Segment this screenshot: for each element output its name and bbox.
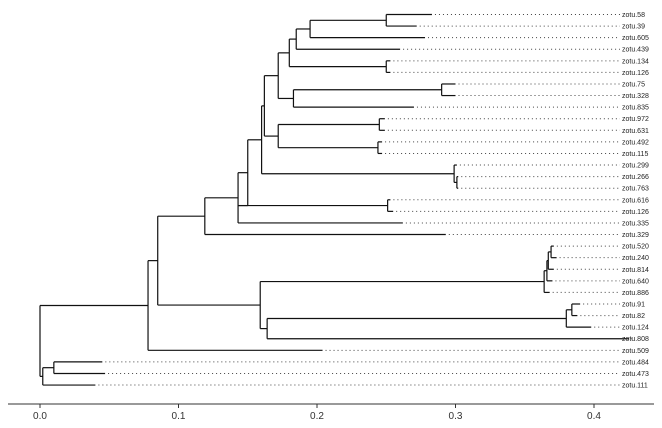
- tip-label: zotu.616: [622, 197, 649, 204]
- tip-label: zotu.134: [622, 58, 649, 65]
- tip-label: zotu.91: [622, 302, 645, 309]
- tip-label: zotu.509: [622, 348, 649, 355]
- tip-label: zotu.75: [622, 81, 645, 88]
- tip-label: zotu.58: [622, 12, 645, 19]
- tip-label: zotu.328: [622, 93, 649, 100]
- tip-label: zotu.240: [622, 255, 649, 262]
- x-tick-label: 0.2: [310, 411, 324, 422]
- x-tick-label: 0.3: [449, 411, 463, 422]
- x-tick-label: 0.0: [33, 411, 47, 422]
- tip-label: zotu.111: [622, 383, 648, 390]
- x-tick-label: 0.4: [587, 411, 601, 422]
- tip-label: zotu.886: [622, 290, 649, 297]
- tip-label: zotu.335: [622, 220, 649, 227]
- tip-label: zotu.115: [622, 151, 648, 158]
- tip-label: zotu.492: [622, 139, 649, 146]
- tree-branches: [39, 13, 629, 386]
- tip-label: zotu.126: [622, 209, 649, 216]
- tip-label: zotu.972: [622, 116, 649, 123]
- tip-label: zotu.439: [622, 47, 649, 54]
- tip-label: zotu.39: [622, 24, 645, 31]
- tip-label: zotu.473: [622, 371, 649, 378]
- tip-label: zotu.329: [622, 232, 649, 239]
- tip-label: zotu.299: [622, 163, 649, 170]
- tip-label: zotu.126: [622, 70, 649, 77]
- tip-label: zotu.763: [622, 186, 649, 193]
- tip-label: zotu.835: [622, 105, 649, 112]
- tip-label: zotu.484: [622, 359, 649, 366]
- x-axis: 0.0 0.1 0.2 0.3 0.4: [8, 403, 654, 422]
- tip-label: zotu.82: [622, 313, 645, 320]
- tip-label: zotu.266: [622, 174, 649, 181]
- x-tick-label: 0.1: [172, 411, 186, 422]
- tip-label: zotu.814: [622, 267, 649, 274]
- tip-labels: zotu.58 zotu.39 zotu.605 zotu.439 zotu.134 zo…: [622, 12, 649, 390]
- tip-label: zotu.605: [622, 35, 649, 42]
- tip-label: zotu.808: [622, 336, 649, 343]
- tip-guides: [98, 14, 632, 386]
- tip-label: zotu.124: [622, 325, 649, 332]
- tip-label: zotu.640: [622, 278, 649, 285]
- tip-label: zotu.631: [622, 128, 649, 135]
- tip-label: zotu.520: [622, 244, 649, 251]
